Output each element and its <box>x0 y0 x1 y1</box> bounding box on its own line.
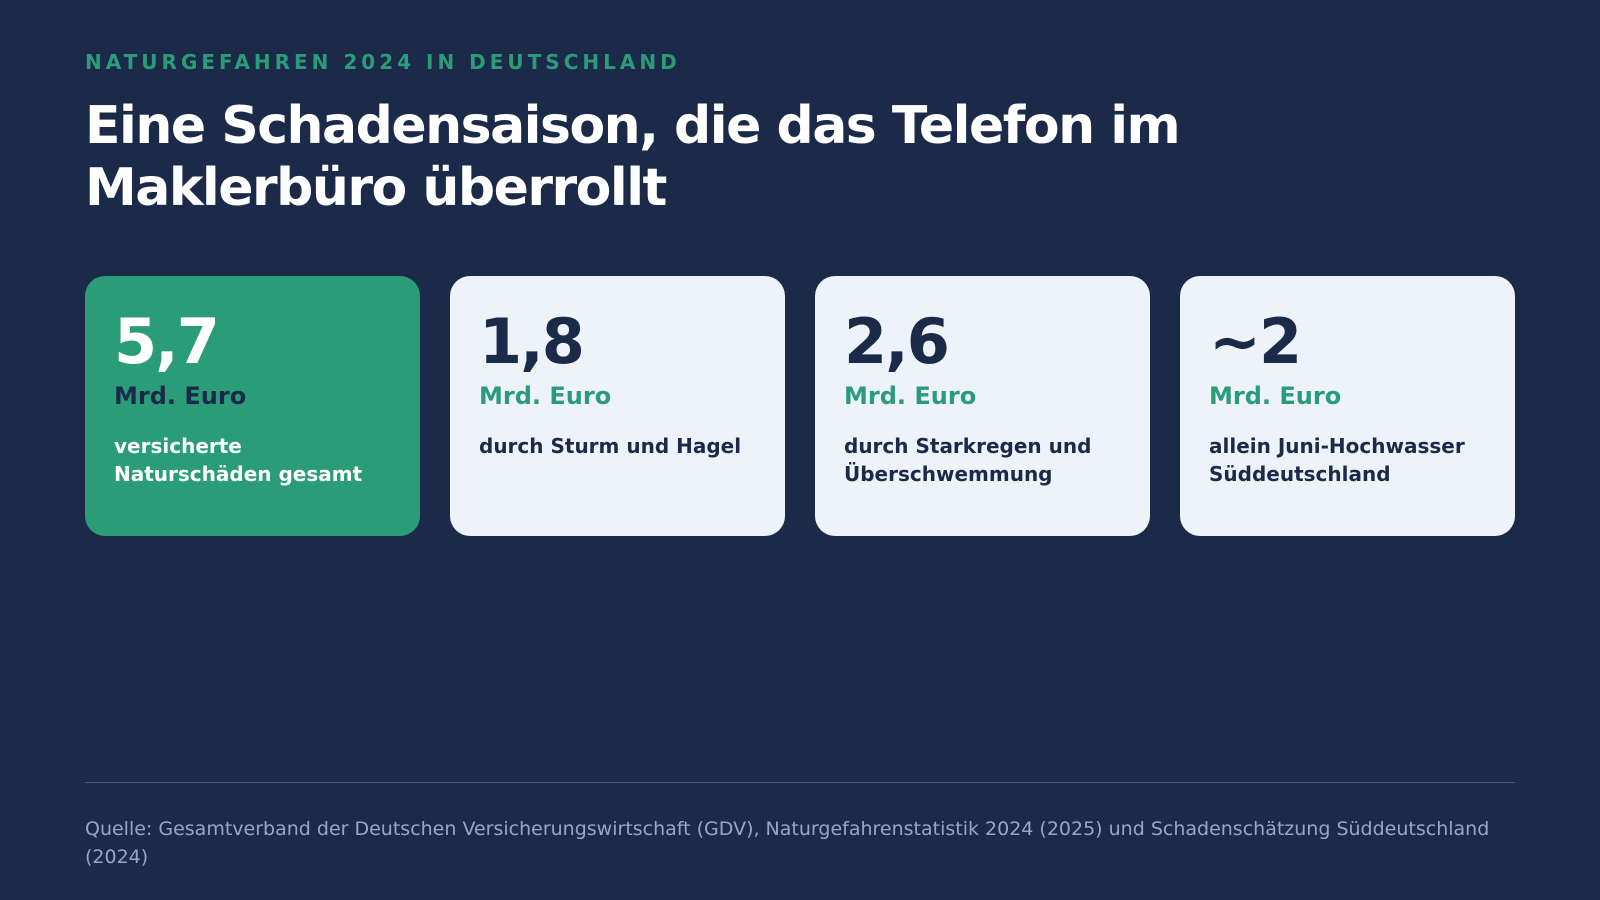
stat-card-heavy-rain: 2,6 Mrd. Euro durch Starkregen und Übers… <box>815 276 1150 536</box>
stat-description: durch Sturm und Hagel <box>479 434 742 458</box>
stat-unit: Mrd. Euro <box>114 382 247 410</box>
stat-value: 5,7 <box>114 305 220 378</box>
stat-description: versicherte Naturschäden gesamt <box>114 434 363 486</box>
stat-description: durch Starkregen und Überschwemmung <box>844 434 1092 486</box>
stat-cards: 5,7 Mrd. Euro versicherte Naturschäden g… <box>85 276 1515 536</box>
stat-unit: Mrd. Euro <box>479 382 612 410</box>
footer-divider <box>85 782 1515 783</box>
source-note: Quelle: Gesamtverband der Deutschen Vers… <box>85 818 1490 868</box>
stat-unit: Mrd. Euro <box>844 382 977 410</box>
stat-value: 1,8 <box>479 305 585 378</box>
stat-description: allein Juni-Hochwasser Süddeutschland <box>1209 434 1465 486</box>
stat-card-total: 5,7 Mrd. Euro versicherte Naturschäden g… <box>85 276 420 536</box>
stat-card-june-flood: ~2 Mrd. Euro allein Juni-Hochwasser Südd… <box>1180 276 1515 536</box>
stat-value: 2,6 <box>844 305 950 378</box>
stat-value: ~2 <box>1209 305 1302 378</box>
stat-card-storm-hail: 1,8 Mrd. Euro durch Sturm und Hagel <box>450 276 785 536</box>
eyebrow-label: NATURGEFAHREN 2024 IN DEUTSCHLAND <box>85 50 681 74</box>
stat-unit: Mrd. Euro <box>1209 382 1342 410</box>
page-title: Eine Schadensaison, die das Telefon im M… <box>85 96 1181 218</box>
